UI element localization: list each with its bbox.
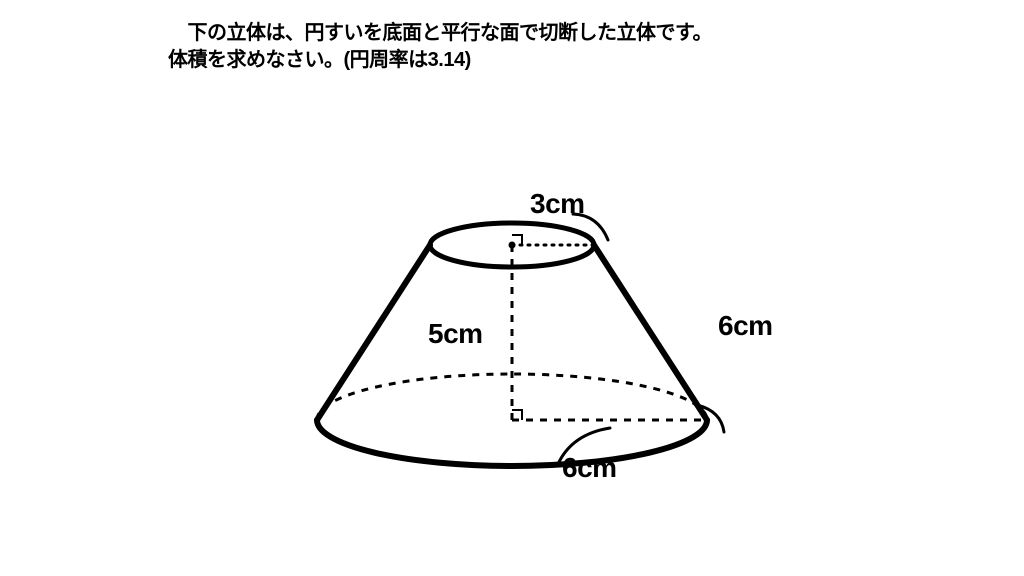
label-top-radius: 3cm xyxy=(530,188,585,220)
side-left xyxy=(317,245,430,420)
label-bottom-radius: 6cm xyxy=(562,452,617,484)
label-slant: 6cm xyxy=(718,310,773,342)
bottom-front-arc xyxy=(317,420,707,466)
frustum-diagram xyxy=(0,0,1024,576)
side-right xyxy=(594,245,707,420)
label-height: 5cm xyxy=(428,318,483,350)
